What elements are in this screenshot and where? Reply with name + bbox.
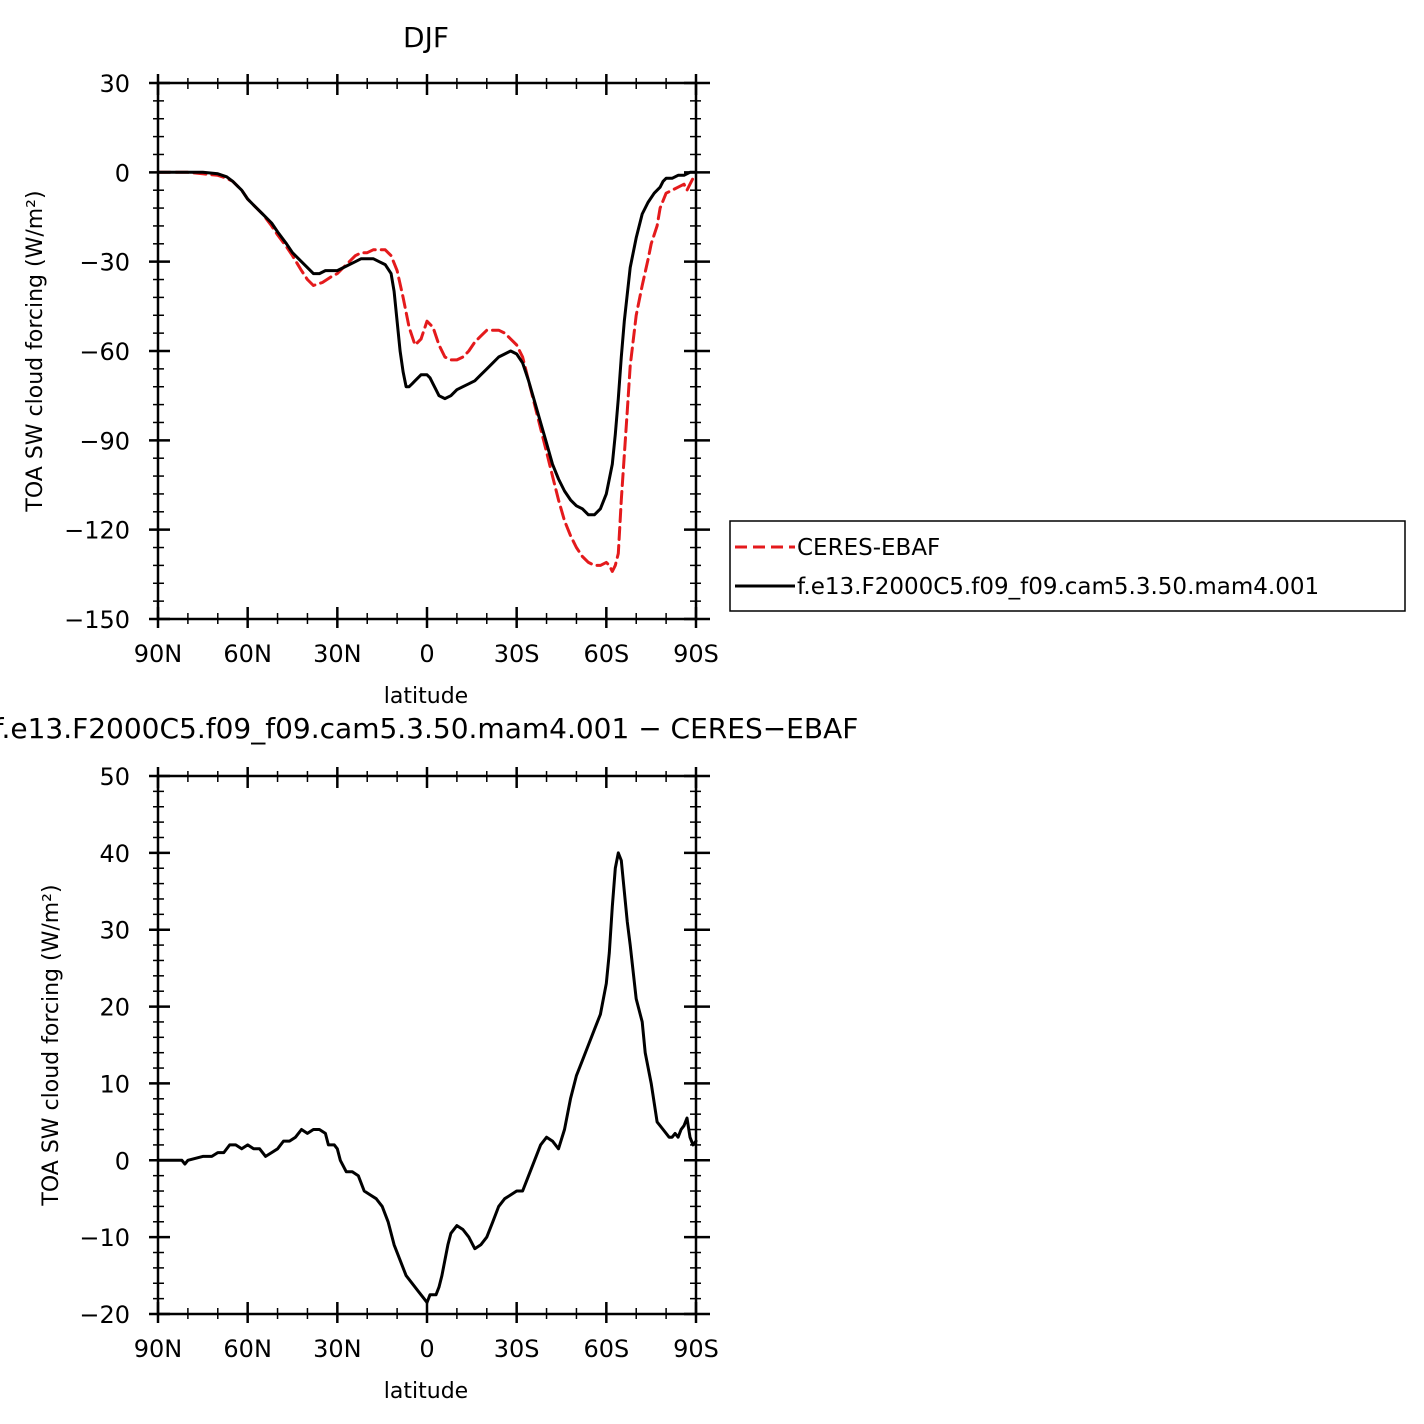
- bottom-y-tick-label: 50: [99, 763, 130, 791]
- top-y-tick-label: −30: [79, 249, 130, 277]
- top-chart: DJF TOA SW cloud forcing (W/m²) latitude…: [23, 21, 719, 709]
- bottom-x-tick-label: 30N: [313, 1335, 362, 1363]
- legend-box: [729, 520, 1406, 612]
- top-x-tick-label: 60S: [583, 640, 629, 668]
- top-chart-series-group: [156, 170, 698, 573]
- bottom-x-tick-label: 60S: [583, 1335, 629, 1363]
- bottom-x-tick-label: 30S: [494, 1335, 540, 1363]
- top-x-tick-label: 0: [419, 640, 434, 668]
- bottom-y-tick-label: 40: [99, 840, 130, 868]
- bottom-y-tick-label: −10: [79, 1224, 130, 1252]
- bottom-y-tick-label: 10: [99, 1070, 130, 1098]
- top-series-line-1: [156, 170, 698, 517]
- bottom-chart-x-axis-label: latitude: [384, 1379, 468, 1404]
- top-x-tick-label: 90S: [673, 640, 719, 668]
- bottom-x-tick-label: 90N: [134, 1335, 183, 1363]
- legend: CERES-EBAF f.e13.F2000C5.f09_f09.cam5.3.…: [729, 520, 1406, 612]
- top-x-tick-label: 60N: [223, 640, 272, 668]
- bottom-chart-series-group: [156, 851, 698, 1304]
- bottom-x-tick-label: 0: [419, 1335, 434, 1363]
- bottom-x-tick-label: 60N: [223, 1335, 272, 1363]
- top-x-tick-label: 30S: [494, 640, 540, 668]
- top-y-tick-label: −60: [79, 338, 130, 366]
- top-y-tick-label: −90: [79, 427, 130, 455]
- top-chart-y-axis-label: TOA SW cloud forcing (W/m²): [23, 190, 48, 512]
- top-chart-title: DJF: [403, 21, 449, 54]
- top-chart-frame: [156, 81, 698, 621]
- legend-label-ceres: CERES-EBAF: [797, 535, 940, 561]
- bottom-chart-axes: 90N 60N 30N 0 30S 60S 90S 50 40 30 20 10 0 −10 −20: [79, 763, 719, 1363]
- bottom-chart-y-axis-label: TOA SW cloud forcing (W/m²): [39, 884, 64, 1206]
- bottom-y-tick-label: 0: [115, 1147, 130, 1175]
- bottom-series-line-0: [156, 851, 698, 1304]
- top-x-tick-label: 90N: [134, 640, 183, 668]
- top-y-tick-label: 30: [99, 70, 130, 98]
- bottom-chart-frame: [156, 774, 698, 1316]
- bottom-y-tick-label: 20: [99, 994, 130, 1022]
- top-y-tick-label: −120: [64, 517, 130, 545]
- legend-label-model: f.e13.F2000C5.f09_f09.cam5.3.50.mam4.001: [797, 574, 1319, 600]
- bottom-chart: f.e13.F2000C5.f09_f09.cam5.3.50.mam4.001…: [0, 712, 858, 1404]
- top-y-tick-label: −150: [64, 606, 130, 634]
- top-chart-axes: 90N 60N 30N 0 30S 60S 90S 30 0 −30 −60 −90 −120 −150: [64, 70, 719, 668]
- top-x-tick-label: 30N: [313, 640, 362, 668]
- bottom-y-tick-label: −20: [79, 1301, 130, 1329]
- bottom-x-tick-label: 90S: [673, 1335, 719, 1363]
- top-chart-x-axis-label: latitude: [384, 684, 468, 709]
- bottom-y-tick-label: 30: [99, 917, 130, 945]
- top-y-tick-label: 0: [115, 159, 130, 187]
- bottom-chart-title: f.e13.F2000C5.f09_f09.cam5.3.50.mam4.001…: [0, 712, 858, 745]
- top-series-line-0: [156, 170, 698, 573]
